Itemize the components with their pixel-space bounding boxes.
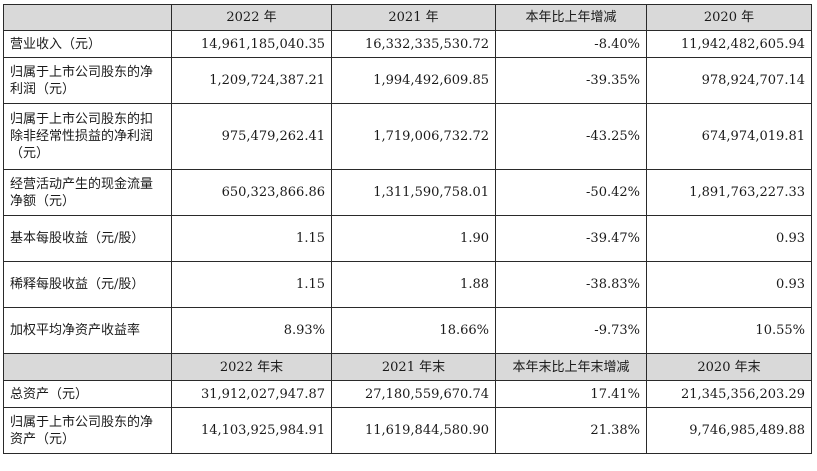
value-cell: 10.55% bbox=[646, 307, 812, 354]
row-label: 总资产（元） bbox=[3, 380, 172, 408]
value-cell: 1.15 bbox=[171, 215, 332, 262]
header-cell-blank bbox=[3, 4, 172, 31]
row-label: 加权平均净资产收益率 bbox=[3, 307, 172, 354]
value-cell: 16,332,335,530.72 bbox=[331, 30, 496, 58]
header-cell-blank bbox=[3, 353, 172, 381]
table-row: 稀释每股收益（元/股） 1.15 1.88 -38.83% 0.93 bbox=[3, 261, 812, 308]
value-cell: 1.88 bbox=[331, 261, 496, 308]
value-cell: 1.90 bbox=[331, 215, 496, 262]
value-cell: 1,719,006,732.72 bbox=[331, 103, 496, 170]
value-cell: 17.41% bbox=[495, 380, 647, 408]
value-cell: -8.40% bbox=[495, 30, 647, 58]
table-row: 基本每股收益（元/股） 1.15 1.90 -39.47% 0.93 bbox=[3, 215, 812, 262]
header-cell-change-end: 本年末比上年末增减 bbox=[495, 353, 647, 381]
value-cell: 1,994,492,609.85 bbox=[331, 57, 496, 104]
table-header-row: 2022 年 2021 年 本年比上年增减 2020 年 bbox=[3, 4, 812, 31]
row-label: 基本每股收益（元/股） bbox=[3, 215, 172, 262]
value-cell: 674,974,019.81 bbox=[646, 103, 812, 170]
header-cell-2021: 2021 年 bbox=[331, 4, 496, 31]
table-row: 归属于上市公司股东的净资产（元） 14,103,925,984.91 11,61… bbox=[3, 407, 812, 454]
value-cell: 1,311,590,758.01 bbox=[331, 169, 496, 216]
value-cell: -39.47% bbox=[495, 215, 647, 262]
table-header-row: 2022 年末 2021 年末 本年末比上年末增减 2020 年末 bbox=[3, 353, 812, 381]
value-cell: 0.93 bbox=[646, 261, 812, 308]
value-cell: 14,103,925,984.91 bbox=[171, 407, 332, 454]
table-row: 总资产（元） 31,912,027,947.87 27,180,559,670.… bbox=[3, 380, 812, 408]
value-cell: 18.66% bbox=[331, 307, 496, 354]
value-cell: 1,209,724,387.21 bbox=[171, 57, 332, 104]
value-cell: 1,891,763,227.33 bbox=[646, 169, 812, 216]
value-cell: 0.93 bbox=[646, 215, 812, 262]
value-cell: 9,746,985,489.88 bbox=[646, 407, 812, 454]
value-cell: 975,479,262.41 bbox=[171, 103, 332, 170]
value-cell: -38.83% bbox=[495, 261, 647, 308]
value-cell: 8.93% bbox=[171, 307, 332, 354]
header-cell-2022-end: 2022 年末 bbox=[171, 353, 332, 381]
header-cell-2022: 2022 年 bbox=[171, 4, 332, 31]
value-cell: 14,961,185,040.35 bbox=[171, 30, 332, 58]
value-cell: 27,180,559,670.74 bbox=[331, 380, 496, 408]
value-cell: 21,345,356,203.29 bbox=[646, 380, 812, 408]
row-label: 稀释每股收益（元/股） bbox=[3, 261, 172, 308]
financial-summary-table: 2022 年 2021 年 本年比上年增减 2020 年 营业收入（元） 14,… bbox=[3, 4, 812, 454]
table-row: 归属于上市公司股东的扣除非经常性损益的净利润（元） 975,479,262.41… bbox=[3, 103, 812, 170]
value-cell: 1.15 bbox=[171, 261, 332, 308]
value-cell: -43.25% bbox=[495, 103, 647, 170]
table-row: 营业收入（元） 14,961,185,040.35 16,332,335,530… bbox=[3, 30, 812, 58]
table-row: 经营活动产生的现金流量净额（元） 650,323,866.86 1,311,59… bbox=[3, 169, 812, 216]
value-cell: -39.35% bbox=[495, 57, 647, 104]
value-cell: -9.73% bbox=[495, 307, 647, 354]
value-cell: 650,323,866.86 bbox=[171, 169, 332, 216]
table-row: 加权平均净资产收益率 8.93% 18.66% -9.73% 10.55% bbox=[3, 307, 812, 354]
row-label: 归属于上市公司股东的扣除非经常性损益的净利润（元） bbox=[3, 103, 172, 170]
value-cell: 11,942,482,605.94 bbox=[646, 30, 812, 58]
value-cell: 31,912,027,947.87 bbox=[171, 380, 332, 408]
row-label: 归属于上市公司股东的净利润（元） bbox=[3, 57, 172, 104]
header-cell-2021-end: 2021 年末 bbox=[331, 353, 496, 381]
row-label: 归属于上市公司股东的净资产（元） bbox=[3, 407, 172, 454]
row-label: 经营活动产生的现金流量净额（元） bbox=[3, 169, 172, 216]
value-cell: 21.38% bbox=[495, 407, 647, 454]
header-cell-change: 本年比上年增减 bbox=[495, 4, 647, 31]
value-cell: 978,924,707.14 bbox=[646, 57, 812, 104]
value-cell: -50.42% bbox=[495, 169, 647, 216]
value-cell: 11,619,844,580.90 bbox=[331, 407, 496, 454]
header-cell-2020-end: 2020 年末 bbox=[646, 353, 812, 381]
header-cell-2020: 2020 年 bbox=[646, 4, 812, 31]
table-row: 归属于上市公司股东的净利润（元） 1,209,724,387.21 1,994,… bbox=[3, 57, 812, 104]
row-label: 营业收入（元） bbox=[3, 30, 172, 58]
